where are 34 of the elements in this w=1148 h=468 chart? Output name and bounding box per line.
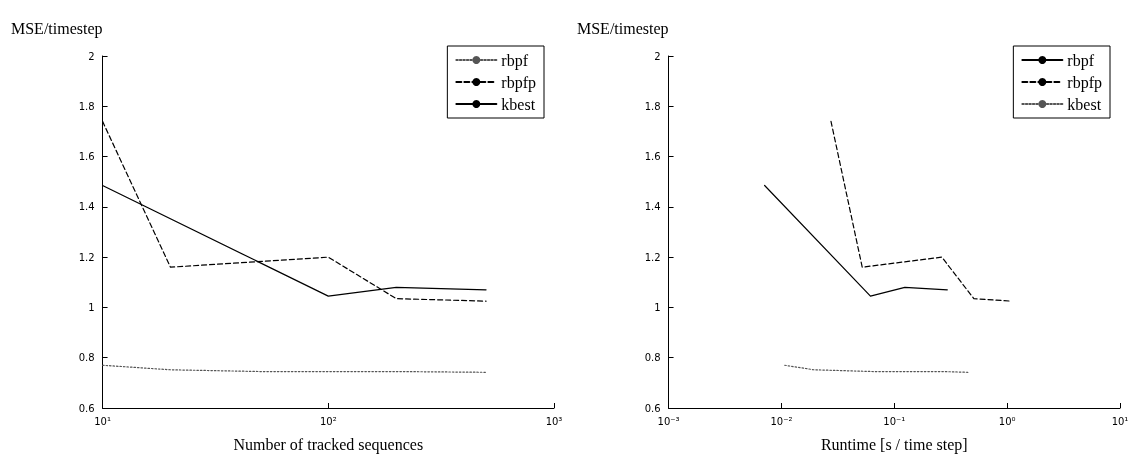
y-tick-label: 1 bbox=[654, 301, 661, 313]
y-tick-label: 0.8 bbox=[644, 352, 661, 364]
y-tick-label: 1.2 bbox=[78, 251, 95, 263]
legend-label: rbpf bbox=[1067, 51, 1095, 70]
x-tick-label: 10⁻² bbox=[770, 415, 793, 427]
y-tick-label: 0.6 bbox=[78, 402, 95, 414]
legend-label: kbest bbox=[1067, 95, 1102, 113]
legend-label: rbpfp bbox=[501, 73, 536, 92]
y-tick-label: 2 bbox=[654, 50, 661, 62]
legend-label: rbpfp bbox=[1067, 73, 1102, 92]
x-tick-label: 10¹ bbox=[94, 415, 111, 427]
y-tick-label: 1.8 bbox=[78, 100, 95, 112]
x-tick-label: 10⁰ bbox=[998, 415, 1016, 427]
x-tick-label: 10⁻³ bbox=[657, 415, 680, 427]
y-tick-label: 1.8 bbox=[644, 100, 661, 112]
legend-label: rbpf bbox=[501, 51, 529, 70]
y-tick-label: 1.4 bbox=[78, 201, 95, 213]
y-tick-label: 1.2 bbox=[644, 251, 661, 263]
y-tick-label: 2 bbox=[88, 50, 95, 62]
x-tick-label: 10⁻¹ bbox=[883, 415, 906, 427]
y-tick-label: 0.8 bbox=[78, 352, 95, 364]
x-axis-title: Runtime [s / time step] bbox=[820, 435, 968, 454]
x-axis-title: Number of tracked sequences bbox=[233, 435, 424, 454]
y-tick-label: 1 bbox=[88, 301, 95, 313]
x-tick-label: 10² bbox=[319, 415, 337, 427]
y-axis-title: MSE/timestep bbox=[576, 19, 669, 38]
x-tick-label: 10¹ bbox=[1111, 415, 1129, 427]
x-tick-label: 10³ bbox=[545, 415, 563, 427]
y-tick-label: 1.4 bbox=[644, 201, 661, 213]
y-tick-label: 1.6 bbox=[78, 151, 95, 163]
y-axis-title: MSE/timestep bbox=[10, 19, 103, 38]
y-tick-label: 0.6 bbox=[644, 402, 661, 414]
legend-label: kbest bbox=[501, 95, 536, 113]
y-tick-label: 1.6 bbox=[644, 151, 661, 163]
